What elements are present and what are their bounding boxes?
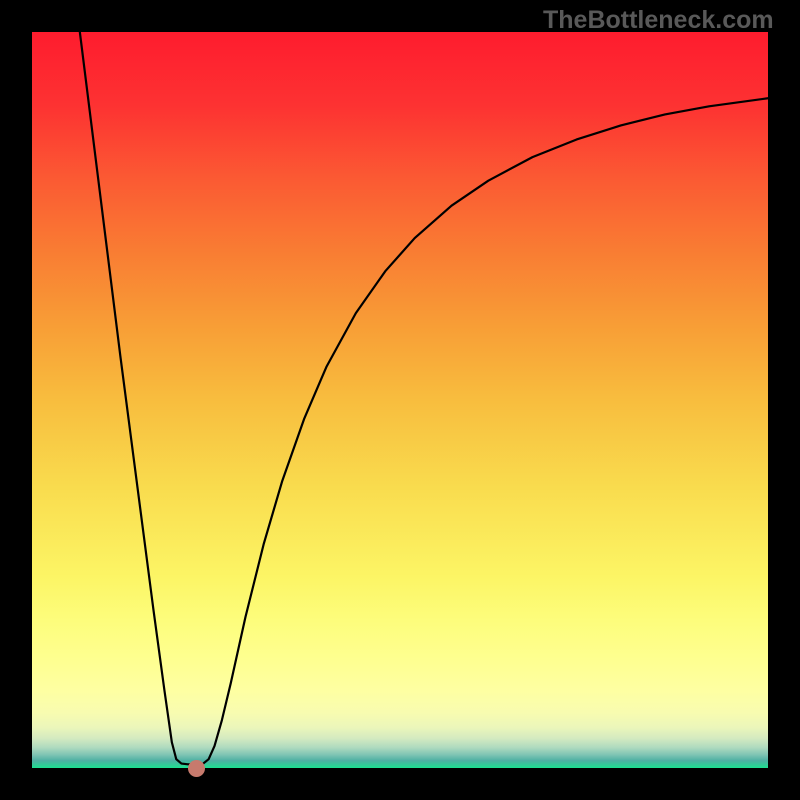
bottleneck-marker xyxy=(188,760,205,777)
chart-stage: TheBottleneck.com xyxy=(0,0,800,800)
curve-overlay xyxy=(0,0,800,800)
bottleneck-curve xyxy=(80,32,768,764)
watermark-text: TheBottleneck.com xyxy=(543,6,774,35)
